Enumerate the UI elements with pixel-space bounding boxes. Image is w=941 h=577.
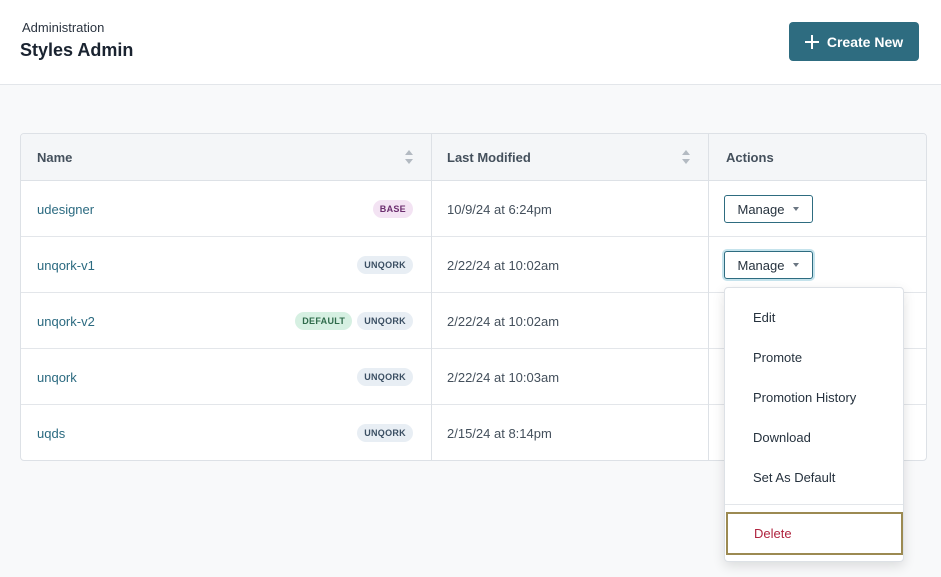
menu-item-set-as-default[interactable]: Set As Default xyxy=(753,469,836,485)
menu-item-promotion-history[interactable]: Promotion History xyxy=(753,389,857,405)
column-divider xyxy=(431,405,432,460)
column-divider xyxy=(431,181,432,237)
menu-divider xyxy=(725,504,903,505)
page-title: Styles Admin xyxy=(20,40,134,60)
table-header: Name Last Modified Actions xyxy=(21,134,926,181)
column-divider xyxy=(708,237,709,293)
last-modified-cell: 10/9/24 at 6:24pm xyxy=(447,201,552,217)
default-badge: DEFAULT xyxy=(295,312,353,330)
badge-group: BASE xyxy=(372,181,413,237)
column-header-name[interactable]: Name xyxy=(37,150,73,165)
badge-group: UNQORK xyxy=(357,405,413,460)
manage-button[interactable]: Manage xyxy=(724,195,813,223)
manage-label: Manage xyxy=(737,201,785,217)
manage-label: Manage xyxy=(737,257,785,273)
style-name-link[interactable]: udesigner xyxy=(37,201,95,217)
column-divider xyxy=(708,181,709,237)
badge-group: UNQORK xyxy=(357,237,413,293)
breadcrumb: Administration xyxy=(22,20,105,35)
column-divider xyxy=(431,293,432,349)
unqork-badge: UNQORK xyxy=(357,312,413,330)
create-new-button[interactable]: Create New xyxy=(789,22,919,61)
manage-dropdown-menu: Edit Promote Promotion History Download … xyxy=(724,287,904,562)
last-modified-cell: 2/22/24 at 10:03am xyxy=(447,369,560,385)
unqork-badge: UNQORK xyxy=(357,368,413,386)
plus-icon xyxy=(804,34,819,49)
create-new-label: Create New xyxy=(826,33,904,50)
last-modified-cell: 2/15/24 at 8:14pm xyxy=(447,425,552,441)
column-header-last-modified[interactable]: Last Modified xyxy=(447,150,531,165)
unqork-badge: UNQORK xyxy=(357,424,413,442)
column-divider xyxy=(708,134,709,181)
menu-item-delete[interactable]: Delete xyxy=(726,512,903,555)
sort-icon[interactable] xyxy=(682,150,690,164)
table-row: udesigner BASE 10/9/24 at 6:24pm Manage xyxy=(21,181,926,237)
badge-group: DEFAULT UNQORK xyxy=(295,293,413,349)
style-name-link[interactable]: unqork-v2 xyxy=(37,313,95,329)
column-divider xyxy=(431,237,432,293)
style-name-link[interactable]: unqork xyxy=(37,369,77,385)
caret-down-icon xyxy=(793,207,800,211)
manage-button[interactable]: Manage xyxy=(724,251,813,279)
style-name-link[interactable]: unqork-v1 xyxy=(37,257,95,273)
unqork-badge: UNQORK xyxy=(357,256,413,274)
menu-item-edit[interactable]: Edit xyxy=(753,309,776,325)
page-header: Administration Styles Admin Create New xyxy=(0,0,941,85)
column-divider xyxy=(708,349,709,405)
last-modified-cell: 2/22/24 at 10:02am xyxy=(447,257,560,273)
column-header-actions: Actions xyxy=(726,150,774,165)
caret-down-icon xyxy=(793,263,800,267)
sort-icon[interactable] xyxy=(405,150,413,164)
table-row: unqork-v1 UNQORK 2/22/24 at 10:02am Mana… xyxy=(21,237,926,293)
menu-item-promote[interactable]: Promote xyxy=(753,349,803,365)
column-divider xyxy=(431,134,432,181)
table-row: uqds UNQORK 2/15/24 at 8:14pm xyxy=(21,405,926,460)
table-row: unqork UNQORK 2/22/24 at 10:03am xyxy=(21,349,926,405)
table-row: unqork-v2 DEFAULT UNQORK 2/22/24 at 10:0… xyxy=(21,293,926,349)
badge-group: UNQORK xyxy=(357,349,413,405)
column-divider xyxy=(708,405,709,460)
column-divider xyxy=(431,349,432,405)
menu-item-download[interactable]: Download xyxy=(753,429,811,445)
style-name-link[interactable]: uqds xyxy=(37,425,66,441)
column-divider xyxy=(708,293,709,349)
base-badge: BASE xyxy=(372,200,413,218)
last-modified-cell: 2/22/24 at 10:02am xyxy=(447,313,560,329)
